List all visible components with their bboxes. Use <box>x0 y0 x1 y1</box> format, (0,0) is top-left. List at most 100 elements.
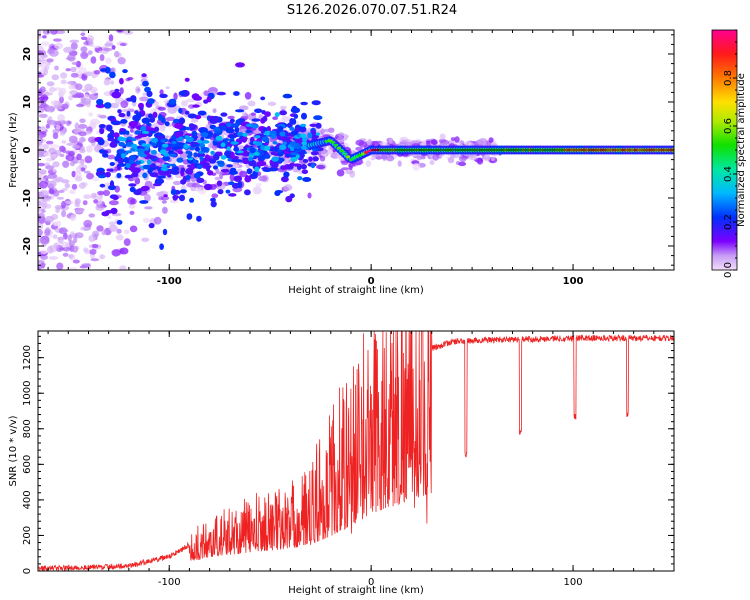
snr-x-tick-label: -100 <box>158 577 181 588</box>
spectral-blob <box>99 183 106 188</box>
spectral-core <box>178 136 184 140</box>
spectral-blob <box>187 113 197 119</box>
spectral-blob <box>79 136 86 143</box>
spectral-blob <box>123 229 130 235</box>
spectral-blob <box>67 120 72 125</box>
spectral-blob <box>127 77 134 81</box>
spectral-blob <box>281 165 288 170</box>
spectral-blob <box>47 245 54 254</box>
spectral-core <box>301 141 308 146</box>
spectral-blob <box>111 91 122 99</box>
spectral-blob <box>110 207 118 215</box>
spectral-blob <box>148 222 155 229</box>
spectral-blob <box>130 198 137 205</box>
spectrogram-x-axis-label: Height of straight line (km) <box>288 285 424 296</box>
spectral-core <box>250 124 259 129</box>
spectral-blob <box>114 88 120 93</box>
spectral-blob <box>196 177 205 183</box>
spectral-blob <box>41 198 51 203</box>
spectral-blob <box>80 51 89 60</box>
spectral-blob <box>71 170 76 178</box>
spectral-blob <box>38 141 42 146</box>
spectral-blob <box>90 118 100 125</box>
spectral-blob <box>237 181 243 189</box>
spectral-core <box>272 141 278 145</box>
spectral-blob <box>197 110 207 116</box>
spectral-blob <box>102 189 111 197</box>
spectral-blob <box>70 66 77 73</box>
spectrogram-y-tick-label: 0 <box>22 146 33 153</box>
spectral-blob <box>179 189 187 194</box>
spectral-blob <box>281 115 290 123</box>
spectral-blob <box>91 89 97 95</box>
spectral-blob <box>76 103 85 108</box>
spectral-blob <box>105 57 112 64</box>
spectral-core <box>233 146 240 152</box>
spectral-blob <box>120 119 128 124</box>
spectral-blob <box>141 237 150 242</box>
spectral-blob <box>233 175 243 182</box>
spectral-blob <box>97 138 105 146</box>
spectral-core <box>185 136 194 143</box>
spectral-core <box>202 140 210 144</box>
spectral-blob <box>79 118 86 124</box>
spectral-blob <box>144 194 151 202</box>
spectral-core <box>197 139 203 144</box>
spectral-blob <box>38 113 48 118</box>
spectral-blob <box>203 183 213 191</box>
spectral-blob <box>429 160 435 165</box>
spectral-blob <box>122 69 128 74</box>
spectral-blob <box>239 170 248 178</box>
spectral-blob <box>464 140 472 147</box>
spectral-blob <box>491 156 495 161</box>
spectral-blob <box>157 175 166 179</box>
spectral-blob <box>131 172 139 178</box>
spectral-blob <box>165 86 170 90</box>
spectral-blob <box>84 155 93 164</box>
colorbar-tick-label: 0.4 <box>723 166 734 182</box>
spectral-core <box>297 176 303 181</box>
spectral-blob <box>186 213 193 220</box>
spectral-blob <box>279 105 287 110</box>
spectral-blob <box>46 140 54 145</box>
spectral-blob <box>53 223 59 227</box>
spectral-core <box>254 166 260 173</box>
spectral-blob <box>258 175 268 182</box>
spectral-blob <box>365 160 372 168</box>
spectral-blob <box>270 151 277 156</box>
spectral-blob <box>38 174 43 182</box>
spectral-blob <box>70 231 75 235</box>
spectral-blob <box>129 186 136 193</box>
spectral-blob <box>38 169 47 175</box>
spectral-blob <box>99 149 105 154</box>
spectral-blob <box>108 224 118 232</box>
spectral-blob <box>300 101 308 106</box>
spectral-core <box>227 158 232 162</box>
spectral-blob <box>104 66 111 74</box>
spectral-blob <box>204 154 210 160</box>
spectral-blob <box>241 110 247 117</box>
spectral-blob <box>109 180 115 188</box>
spectral-blob <box>119 128 125 132</box>
spectral-blob <box>226 164 233 168</box>
spectral-blob <box>71 61 79 65</box>
spectral-blob <box>126 110 131 117</box>
snr-y-tick-label: 600 <box>22 455 33 474</box>
spectral-blob <box>83 247 89 253</box>
spectral-blob <box>316 164 326 170</box>
spectral-blob <box>116 220 123 225</box>
spectral-core <box>171 163 176 168</box>
spectral-blob <box>247 100 256 107</box>
spectral-blob <box>38 190 49 198</box>
spectral-blob <box>81 263 91 268</box>
spectral-core <box>118 142 126 147</box>
spectral-blob <box>45 123 51 129</box>
spectral-blob <box>38 222 44 230</box>
spectral-core <box>199 156 204 162</box>
spectral-blob <box>228 181 235 186</box>
spectral-blob <box>48 256 59 260</box>
spectral-core <box>161 143 169 148</box>
spectral-blob <box>40 237 50 245</box>
ridge-core <box>339 149 345 153</box>
